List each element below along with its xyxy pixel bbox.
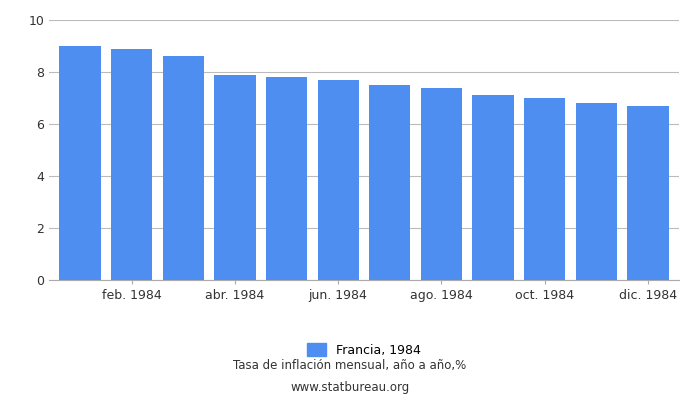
- Bar: [421, 88, 462, 280]
- Bar: [318, 80, 359, 280]
- Bar: [369, 85, 410, 280]
- Bar: [162, 56, 204, 280]
- Bar: [627, 106, 668, 280]
- Bar: [473, 95, 514, 280]
- Bar: [214, 74, 256, 280]
- Bar: [60, 46, 101, 280]
- Bar: [575, 103, 617, 280]
- Bar: [111, 48, 153, 280]
- Bar: [524, 98, 566, 280]
- Text: Tasa de inflación mensual, año a año,%: Tasa de inflación mensual, año a año,%: [233, 360, 467, 372]
- Text: www.statbureau.org: www.statbureau.org: [290, 382, 410, 394]
- Legend: Francia, 1984: Francia, 1984: [307, 344, 421, 357]
- Bar: [266, 77, 307, 280]
